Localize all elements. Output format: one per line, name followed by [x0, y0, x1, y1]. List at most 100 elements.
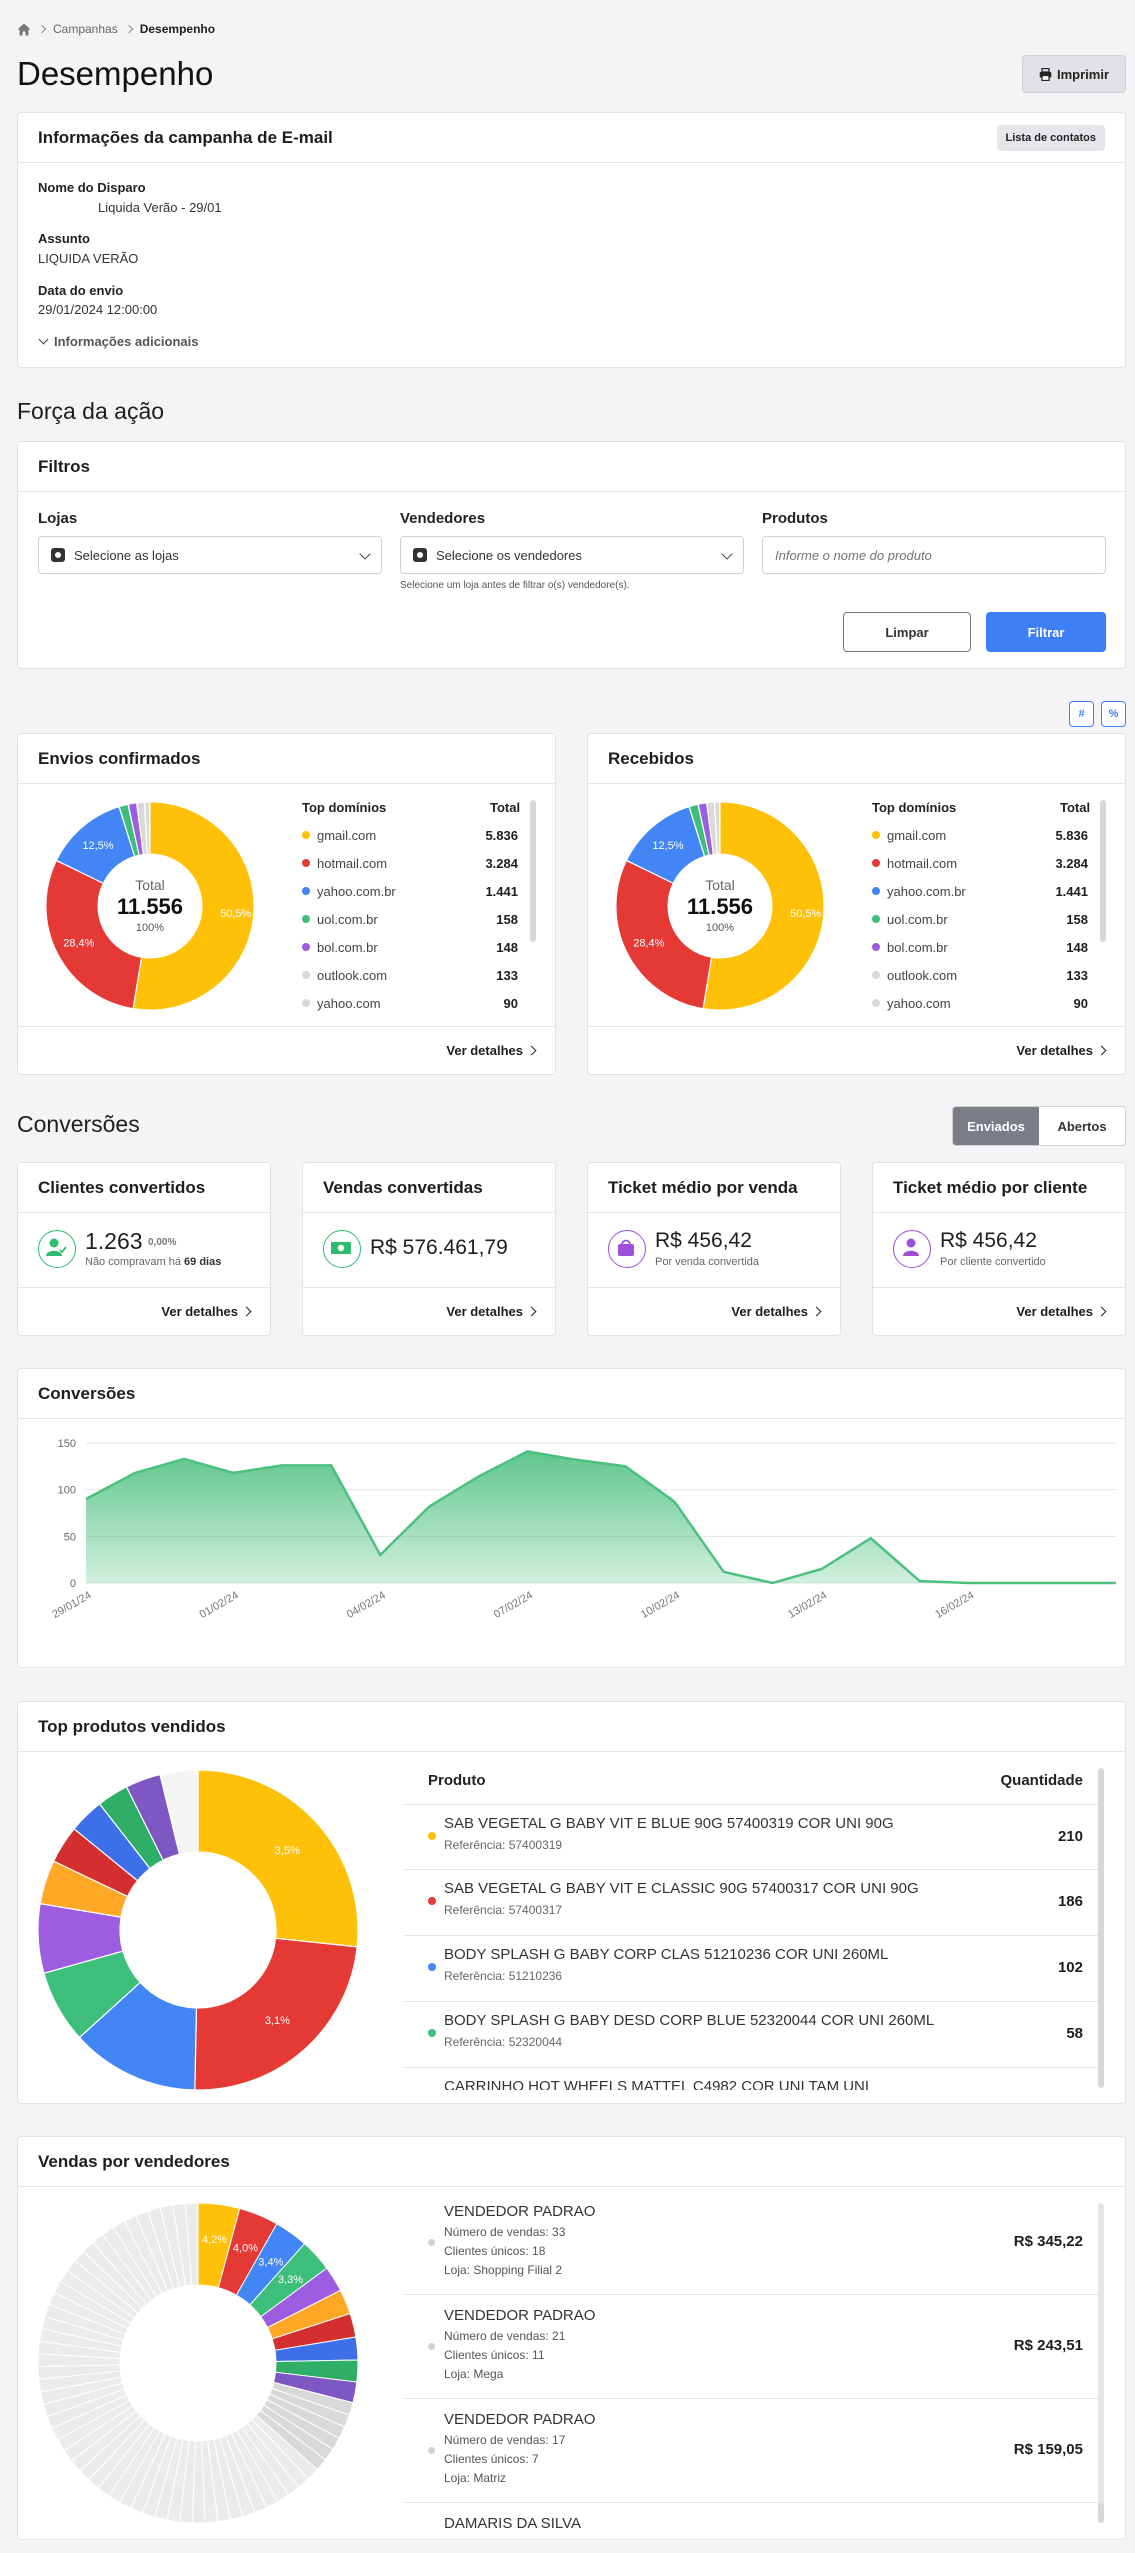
chevron-right-icon	[1096, 1306, 1107, 1316]
data-point[interactable]	[279, 1462, 285, 1468]
product-slice[interactable]	[159, 1769, 199, 1855]
home-icon[interactable]	[17, 23, 31, 36]
product-reference: Referência: 57400317	[444, 1903, 563, 1917]
data-point[interactable]	[426, 1503, 432, 1509]
kpi-value: R$ 576.461,79	[370, 1236, 508, 1259]
kpi-details-link[interactable]: Ver detalhes	[588, 1287, 840, 1335]
donut-slice-label: 28,4%	[63, 938, 94, 950]
seller-store: Loja: Mega	[444, 2367, 504, 2381]
clear-button[interactable]: Limpar	[843, 612, 971, 652]
data-point[interactable]	[1064, 1580, 1070, 1586]
legend-dot	[872, 859, 880, 867]
data-point[interactable]	[819, 1566, 825, 1572]
data-point[interactable]	[672, 1499, 678, 1505]
seller-sales-count: Número de vendas: 21	[444, 2329, 566, 2343]
data-point[interactable]	[917, 1578, 923, 1584]
domains-col-header: Top domínios	[872, 800, 957, 815]
sellers-scrollbar[interactable]	[1098, 2203, 1104, 2523]
donut-center-label: Total	[135, 877, 165, 893]
product-slice[interactable]	[197, 1769, 359, 1948]
donut-slice[interactable]	[714, 801, 721, 855]
toggle-percent-button[interactable]: %	[1101, 701, 1126, 727]
chevron-right-icon	[811, 1306, 822, 1316]
tab-open[interactable]: Abertos	[1057, 1118, 1107, 1134]
donut-slice[interactable]	[144, 801, 151, 855]
print-button[interactable]: Imprimir	[1022, 55, 1126, 93]
data-point[interactable]	[132, 1470, 138, 1476]
y-tick-label: 50	[64, 1531, 76, 1543]
product-name: BODY SPLASH G BABY CORP CLAS 51210236 CO…	[444, 1946, 889, 1963]
seller-row[interactable]: DAMARIS DA SILVA	[404, 2503, 1099, 2531]
product-row[interactable]: SAB VEGETAL G BABY VIT E BLUE 90G 574003…	[404, 1804, 1099, 1870]
data-point[interactable]	[721, 1569, 727, 1575]
product-row[interactable]: BODY SPLASH G BABY DESD CORP BLUE 523200…	[404, 2002, 1099, 2068]
data-point[interactable]	[181, 1456, 187, 1462]
product-row[interactable]: SAB VEGETAL G BABY VIT E CLASSIC 90G 574…	[404, 1870, 1099, 1936]
data-point[interactable]	[623, 1463, 629, 1469]
donut-card-title: Envios confirmados	[38, 748, 201, 768]
products-scrollbar[interactable]	[1098, 1768, 1104, 2088]
details-link[interactable]: Ver detalhes	[588, 1026, 1125, 1074]
donut-card-title: Recebidos	[608, 748, 694, 768]
details-link[interactable]: Ver detalhes	[18, 1026, 555, 1074]
breadcrumb-item-campanhas[interactable]: Campanhas	[53, 22, 118, 36]
more-info-toggle[interactable]: Informações adicionais	[38, 334, 199, 349]
domain-name: outlook.com	[887, 967, 958, 983]
product-quantity: 58	[1066, 2025, 1083, 2042]
page-title: Desempenho	[17, 55, 214, 92]
stores-select[interactable]: Selecione as lojas	[38, 536, 382, 574]
domain-total: 90	[1073, 995, 1088, 1011]
seller-name: VENDEDOR PADRAO	[444, 2307, 596, 2324]
legend-dot	[872, 887, 880, 895]
toggle-absolute-button[interactable]: #	[1069, 701, 1094, 727]
donut-slice[interactable]	[45, 860, 143, 1010]
product-row[interactable]: BODY SPLASH G BABY CORP CLAS 51210236 CO…	[404, 1936, 1099, 2002]
sellers-select[interactable]: Selecione os vendedores	[400, 536, 744, 574]
data-point[interactable]	[770, 1580, 776, 1586]
filters-title: Filtros	[38, 456, 90, 476]
donut-slice[interactable]	[702, 801, 825, 1011]
seller-row[interactable]: VENDEDOR PADRAO Número de vendas: 33 Clien…	[404, 2191, 1099, 2295]
sellers-scroll-thumb[interactable]	[1098, 2503, 1104, 2523]
legend-dot	[428, 2447, 435, 2454]
domain-row: bol.com.br 148	[872, 933, 1102, 961]
data-point[interactable]	[966, 1580, 972, 1586]
tab-sent[interactable]: Enviados	[953, 1107, 1039, 1145]
data-point[interactable]	[328, 1462, 334, 1468]
contacts-list-button[interactable]: Lista de contatos	[996, 124, 1105, 151]
kpi-header: Vendas convertidas	[303, 1163, 555, 1213]
donut-slice[interactable]	[615, 860, 713, 1010]
donut-slice[interactable]	[132, 801, 255, 1011]
seller-slice[interactable]	[184, 2202, 199, 2286]
chevron-right-icon	[1096, 1045, 1107, 1055]
product-name: CARRINHO HOT WHEELS MATTEL C4982 COR UNI…	[444, 2078, 870, 2090]
seller-slice-label: 4,2%	[202, 2234, 227, 2246]
product-name: SAB VEGETAL G BABY VIT E BLUE 90G 574003…	[444, 1815, 894, 1832]
data-point[interactable]	[1113, 1580, 1119, 1586]
data-point[interactable]	[475, 1474, 481, 1480]
product-slice[interactable]	[194, 1937, 358, 2091]
kpi-details-link[interactable]: Ver detalhes	[303, 1287, 555, 1335]
domains-scrollbar[interactable]	[1100, 800, 1106, 942]
data-point[interactable]	[1015, 1580, 1021, 1586]
domains-list: gmail.com 5.836 hotmail.com 3.284 yahoo.com.…	[302, 821, 532, 1031]
products-input[interactable]	[762, 536, 1106, 574]
data-point[interactable]	[230, 1470, 236, 1476]
data-point[interactable]	[524, 1448, 530, 1454]
kpi-details-link[interactable]: Ver detalhes	[18, 1287, 270, 1335]
sellers-hint: Selecione um loja antes de filtrar o(s) …	[400, 580, 630, 591]
kpi-value: R$ 456,42	[940, 1229, 1037, 1252]
seller-row[interactable]: VENDEDOR PADRAO Número de vendas: 17 Clien…	[404, 2399, 1099, 2503]
domains-scrollbar[interactable]	[530, 800, 536, 942]
data-point[interactable]	[83, 1496, 89, 1502]
seller-row[interactable]: VENDEDOR PADRAO Número de vendas: 21 Clien…	[404, 2295, 1099, 2399]
seller-value: R$ 243,51	[1013, 2337, 1083, 2354]
data-point[interactable]	[868, 1535, 874, 1541]
data-point[interactable]	[377, 1552, 383, 1558]
chevron-right-icon	[241, 1306, 252, 1316]
kpi-details-link[interactable]: Ver detalhes	[873, 1287, 1125, 1335]
product-row[interactable]: CARRINHO HOT WHEELS MATTEL C4982 COR UNI…	[404, 2068, 1099, 2090]
domain-row: gmail.com 5.836	[302, 821, 532, 849]
filter-button[interactable]: Filtrar	[986, 612, 1106, 652]
data-point[interactable]	[573, 1457, 579, 1463]
